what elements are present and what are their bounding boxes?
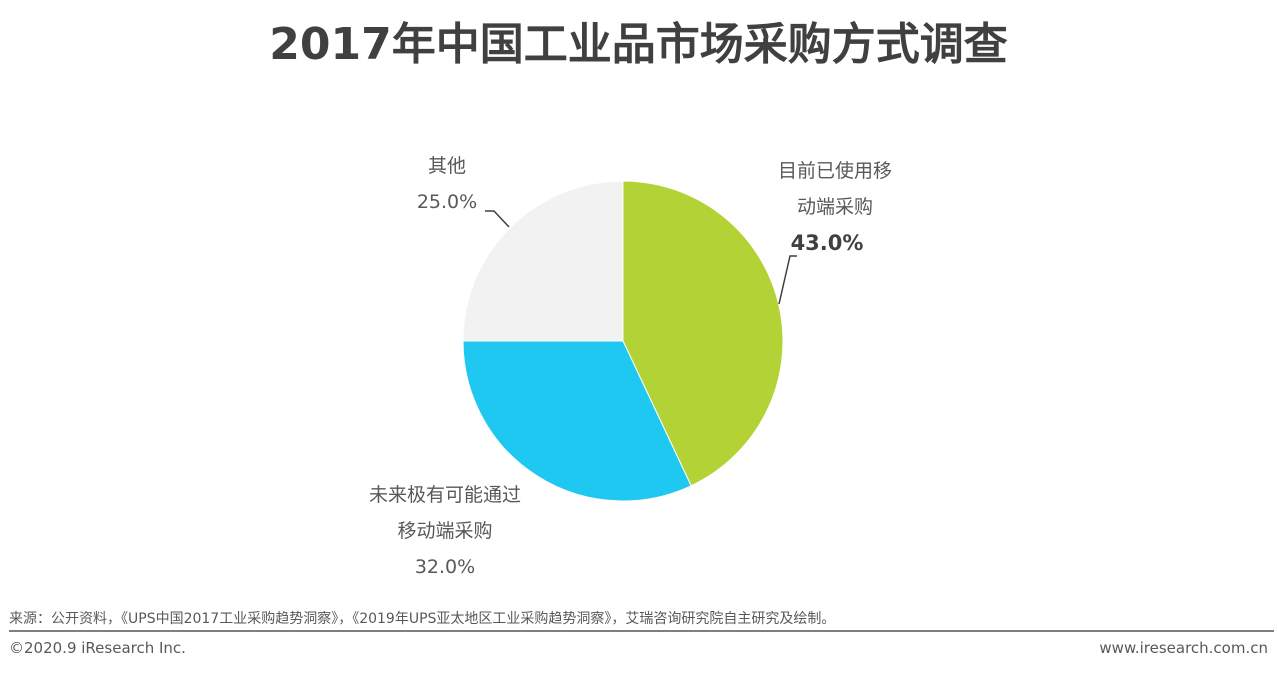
leader-line-gray: [485, 210, 510, 228]
footer-divider: [9, 630, 1274, 632]
source-note: 来源：公开资料，《UPS中国2017工业采购趋势洞察》，《2019年UPS亚太地…: [9, 611, 836, 627]
label-mobile-current-line2: 动端采购: [796, 196, 873, 218]
label-other-name: 其他: [427, 155, 466, 177]
label-mobile-future: 未来极有可能通过 移动端采购 32.0%: [355, 477, 535, 585]
slice-other: [462, 180, 624, 342]
chart-title: 2017年中国工业品市场采购方式调查: [269, 19, 1008, 70]
label-mobile-current-line1: 目前已使用移: [777, 160, 892, 182]
pie-chart: [462, 180, 797, 502]
website: www.iresearch.com.cn: [1099, 639, 1268, 657]
label-mobile-current: 目前已使用移 动端采购 43.0%: [760, 153, 910, 261]
copyright: ©2020.9 iResearch Inc.: [9, 639, 186, 657]
label-mobile-future-pct: 32.0%: [414, 556, 476, 578]
label-other-pct: 25.0%: [416, 191, 478, 213]
slice-mobile-current: [622, 180, 784, 487]
label-mobile-future-line2: 移动端采购: [397, 520, 493, 542]
label-mobile-future-line1: 未来极有可能通过: [368, 484, 521, 506]
leader-line-green: [778, 255, 797, 305]
label-other: 其他 25.0%: [412, 148, 482, 220]
slice-mobile-future: [462, 340, 692, 502]
label-mobile-current-pct: 43.0%: [790, 231, 864, 255]
